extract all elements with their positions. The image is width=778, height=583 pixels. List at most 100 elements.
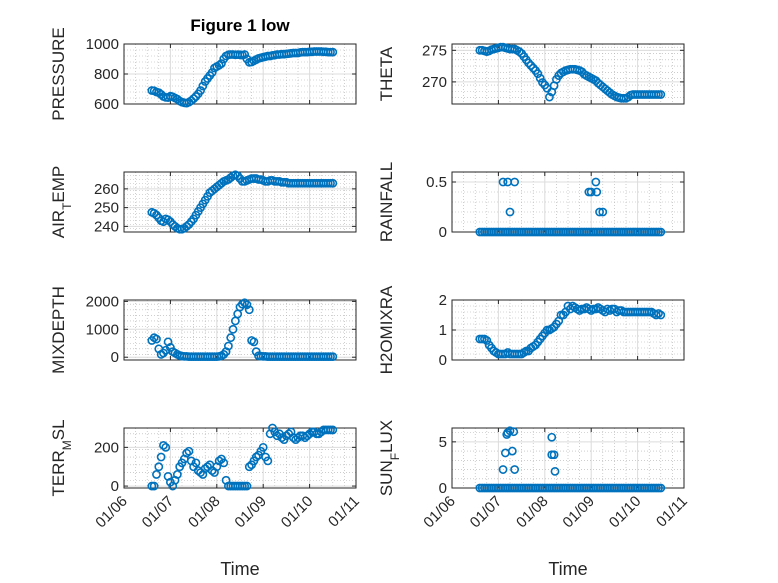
data-point	[159, 441, 168, 450]
y-axis-label-part: T	[60, 202, 74, 210]
y-axis-label-part: TERR	[49, 450, 68, 496]
data-point	[505, 426, 515, 436]
data-point	[545, 92, 554, 102]
y-tick-label: 1000	[86, 36, 119, 53]
y-axis-label-part: H2OMIXRA	[377, 285, 396, 374]
x-axis-label-left: Time	[220, 559, 259, 579]
data-point	[242, 481, 252, 491]
y-axis-label-part: M	[60, 440, 74, 450]
data-point	[498, 465, 508, 474]
data-point	[328, 352, 338, 362]
y-axis-label-part: SUN	[377, 460, 396, 496]
data-point	[228, 324, 238, 334]
y-tick-label: 200	[94, 439, 119, 456]
data-point	[528, 63, 538, 73]
data-point	[591, 177, 601, 187]
data-point	[198, 81, 208, 91]
data-point	[149, 481, 159, 491]
data-point	[526, 61, 536, 70]
data-point	[240, 50, 250, 59]
data-point	[549, 450, 559, 460]
data-point	[656, 310, 666, 320]
axes-box	[451, 171, 685, 233]
y-tick-label: 0.5	[426, 174, 447, 191]
data-point	[656, 90, 666, 99]
panel-pressure: 600 800 1000 PRESSURE	[49, 27, 357, 121]
panel-theta: 270 275 THETA	[377, 42, 685, 105]
y-tick-label: 275	[422, 42, 447, 59]
data-point	[172, 470, 182, 479]
data-point	[149, 208, 159, 218]
y-axis-label: PRESSURE	[49, 27, 68, 121]
data-point	[163, 215, 173, 225]
data-point	[184, 446, 194, 456]
y-tick-label: 1000	[86, 321, 119, 338]
y-tick-label: 0	[111, 349, 119, 366]
y-tick-label: 5	[439, 434, 447, 451]
data-point	[182, 221, 192, 231]
y-tick-label: 800	[94, 66, 119, 83]
data-point	[196, 86, 205, 95]
data-point	[328, 47, 338, 57]
data-point	[156, 452, 166, 462]
data-point	[514, 47, 524, 56]
data-point	[498, 177, 508, 187]
y-tick-label: 0	[439, 352, 447, 369]
data-point	[595, 207, 604, 217]
data-point	[258, 442, 268, 452]
data-point	[214, 60, 224, 70]
y-tick-label: 0	[439, 224, 447, 241]
data-point	[533, 69, 543, 79]
data-point	[328, 178, 338, 188]
data-point	[182, 448, 192, 458]
y-tick-label: 1	[439, 322, 447, 339]
data-point	[242, 300, 252, 310]
x-axis-label-right: Time	[548, 559, 587, 579]
data-point	[510, 177, 520, 187]
y-axis-label-part: SL	[49, 419, 68, 440]
data-point	[507, 446, 517, 456]
y-tick-label: 270	[422, 74, 447, 91]
data-point	[535, 73, 545, 83]
y-tick-label: 240	[94, 218, 119, 235]
data-point	[482, 336, 492, 345]
data-point	[272, 431, 282, 441]
data-point	[154, 462, 164, 472]
y-axis-label: AIRTEMP	[49, 166, 74, 239]
y-axis-label-part: LUX	[377, 420, 396, 453]
data-point	[249, 337, 259, 347]
axes-box	[451, 43, 685, 105]
y-axis-label-part: MIXDEPTH	[49, 286, 68, 374]
panel-rainfall: 0 0.5 RAINFALL	[377, 162, 685, 242]
data-point	[152, 334, 161, 344]
y-tick-label: 250	[94, 200, 119, 217]
data-point	[189, 94, 198, 103]
panel-mixdepth: 0 1000 2000 MIXDEPTH	[49, 286, 357, 374]
y-axis-label: TERRMSL	[49, 419, 74, 496]
data-point	[219, 458, 229, 468]
y-axis-label-part: PRESSURE	[49, 27, 68, 121]
figure-title: Figure 1 low	[190, 16, 290, 35]
data-point	[538, 78, 547, 87]
y-tick-label: 2	[439, 292, 447, 309]
data-point	[598, 207, 608, 217]
y-tick-label: 260	[94, 181, 119, 198]
data-point	[656, 227, 666, 237]
data-point	[244, 462, 254, 472]
data-point	[161, 442, 171, 452]
y-tick-label: 600	[94, 96, 119, 113]
data-point	[244, 305, 254, 315]
y-tick-label: 0	[111, 478, 119, 495]
data-point	[240, 298, 250, 308]
data-point	[263, 456, 273, 466]
data-point	[503, 428, 513, 438]
y-axis-label-part: EMP	[49, 166, 68, 203]
y-axis-label-part: RAINFALL	[377, 162, 396, 242]
data-point	[510, 465, 520, 474]
data-point	[547, 432, 557, 442]
y-axis-label: MIXDEPTH	[49, 286, 68, 374]
axes-box	[123, 171, 357, 233]
axes-box	[123, 299, 357, 361]
